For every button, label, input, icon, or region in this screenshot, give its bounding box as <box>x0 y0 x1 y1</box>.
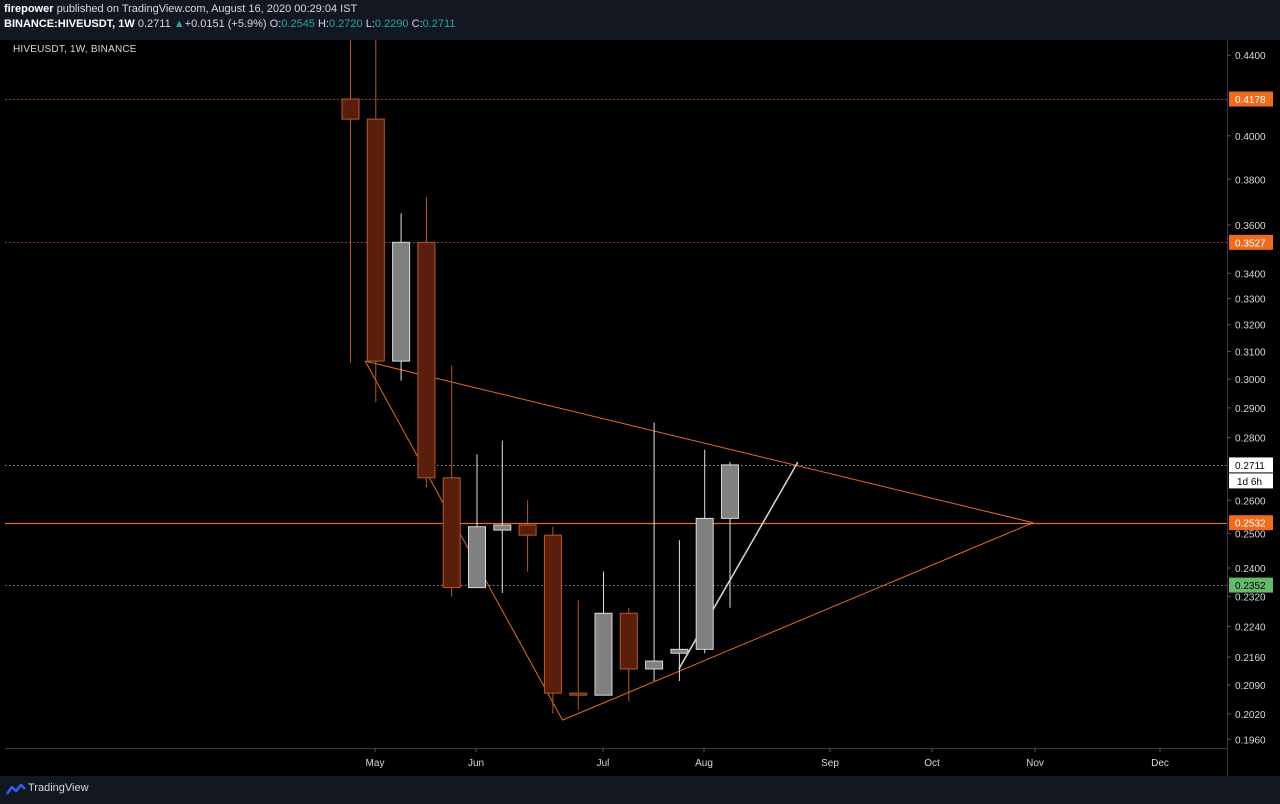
brand-name[interactable]: TradingView <box>28 782 89 794</box>
candle-body[interactable] <box>594 612 613 696</box>
candle-body[interactable] <box>645 660 664 670</box>
price-marker-label: 0.2711 <box>1235 461 1265 472</box>
price-change: +0.0151 (+5.9%) <box>184 18 267 30</box>
price-marker-label: 0.3527 <box>1235 238 1266 249</box>
y-tick-label: 0.2400 <box>1235 564 1266 575</box>
candle-body[interactable] <box>721 464 739 519</box>
candle-body[interactable] <box>392 241 411 362</box>
ohlc-legend: BINANCE:HIVEUSDT, 1W 0.2711 ▲+0.0151 (+5… <box>4 18 455 30</box>
y-tick-label: 0.4400 <box>1235 51 1266 62</box>
trendline-orange[interactable] <box>365 360 1034 524</box>
last-price: 0.2711 <box>137 18 171 30</box>
y-tick-label: 0.1960 <box>1235 735 1266 746</box>
x-tick-label: Oct <box>924 758 940 769</box>
y-tick-label: 0.4000 <box>1235 132 1266 143</box>
candle-body[interactable] <box>695 517 714 650</box>
author-name[interactable]: firepower <box>4 3 54 15</box>
x-tick-label: Jun <box>468 758 484 769</box>
y-tick-label: 0.2020 <box>1235 710 1266 721</box>
x-tick-label: Sep <box>821 758 839 769</box>
y-tick-label: 0.2600 <box>1235 496 1266 507</box>
candle-body[interactable] <box>366 118 385 362</box>
low-label: L: <box>365 18 375 30</box>
close-value: 0.2711 <box>422 18 456 30</box>
candle-body[interactable] <box>619 612 638 670</box>
y-tick-label: 0.2240 <box>1235 622 1266 633</box>
price-marker <box>1229 457 1273 473</box>
y-tick-label: 0.3000 <box>1235 375 1266 386</box>
candle-body[interactable] <box>569 692 588 696</box>
y-tick-label: 0.2090 <box>1235 681 1266 692</box>
y-tick-label: 0.2320 <box>1235 593 1266 604</box>
candle-body[interactable] <box>493 524 512 531</box>
published-text: published on TradingView.com, August 16,… <box>56 3 358 15</box>
symbol-interval: BINANCE:HIVEUSDT, 1W <box>4 18 135 30</box>
high-value: 0.2720 <box>329 18 363 30</box>
candle-body[interactable] <box>518 524 537 536</box>
chart-area[interactable]: 0.4400 0.4000 0.3800 0.3600 0.3400 0.3300 0.32… <box>5 40 1275 776</box>
price-marker <box>1229 234 1273 250</box>
y-tick-label: 0.3100 <box>1235 347 1266 358</box>
price-marker <box>1229 577 1273 593</box>
candle-body[interactable] <box>670 648 689 654</box>
y-tick-label: 0.2160 <box>1235 653 1266 664</box>
price-marker-label: 0.2352 <box>1235 581 1266 592</box>
price-marker-label: 0.4178 <box>1235 95 1266 106</box>
x-tick-label: Jul <box>597 758 610 769</box>
countdown-marker <box>1229 473 1273 489</box>
x-tick-label: May <box>366 758 385 769</box>
y-tick-label: 0.2900 <box>1235 404 1266 415</box>
x-tick-label: Aug <box>695 758 713 769</box>
change-arrow-icon: ▲ <box>173 18 185 30</box>
candle-body[interactable] <box>341 98 360 120</box>
candle-body[interactable] <box>543 534 562 694</box>
candle-body[interactable] <box>468 526 486 589</box>
y-tick-label: 0.3300 <box>1235 295 1266 306</box>
tradingview-logo-icon[interactable] <box>6 783 26 797</box>
price-marker <box>1229 91 1273 107</box>
y-tick-label: 0.3800 <box>1235 175 1266 186</box>
y-tick-label: 0.3200 <box>1235 321 1266 332</box>
price-marker <box>1229 515 1273 531</box>
y-tick-label: 0.2800 <box>1235 434 1266 445</box>
price-marker-label: 0.2532 <box>1235 519 1266 530</box>
x-tick-label: Dec <box>1151 758 1169 769</box>
countdown-label: 1d 6h <box>1237 477 1262 488</box>
candle-body[interactable] <box>417 241 436 479</box>
open-value: 0.2545 <box>281 18 315 30</box>
footer-bar: TradingView <box>0 776 1280 804</box>
y-tick-label: 0.3400 <box>1235 269 1266 280</box>
candle-body[interactable] <box>442 477 461 589</box>
trendline-orange[interactable] <box>364 360 563 721</box>
candlestick-chart[interactable]: 0.4400 0.4000 0.3800 0.3600 0.3400 0.3300 0.32… <box>5 40 1275 776</box>
low-value: 0.2290 <box>374 18 409 30</box>
chart-symbol-label: HIVEUSDT, 1W, BINANCE <box>13 44 137 55</box>
trendline-orange[interactable] <box>562 522 1034 721</box>
x-tick-label: Nov <box>1026 758 1044 769</box>
publish-header: firepower published on TradingView.com, … <box>0 0 1280 40</box>
y-tick-label: 0.2500 <box>1235 529 1266 540</box>
y-tick-label: 0.3600 <box>1235 221 1266 232</box>
high-label: H: <box>318 18 329 30</box>
open-label: O: <box>269 18 282 30</box>
close-label: C: <box>411 18 423 30</box>
publish-info: firepower published on TradingView.com, … <box>4 3 357 15</box>
